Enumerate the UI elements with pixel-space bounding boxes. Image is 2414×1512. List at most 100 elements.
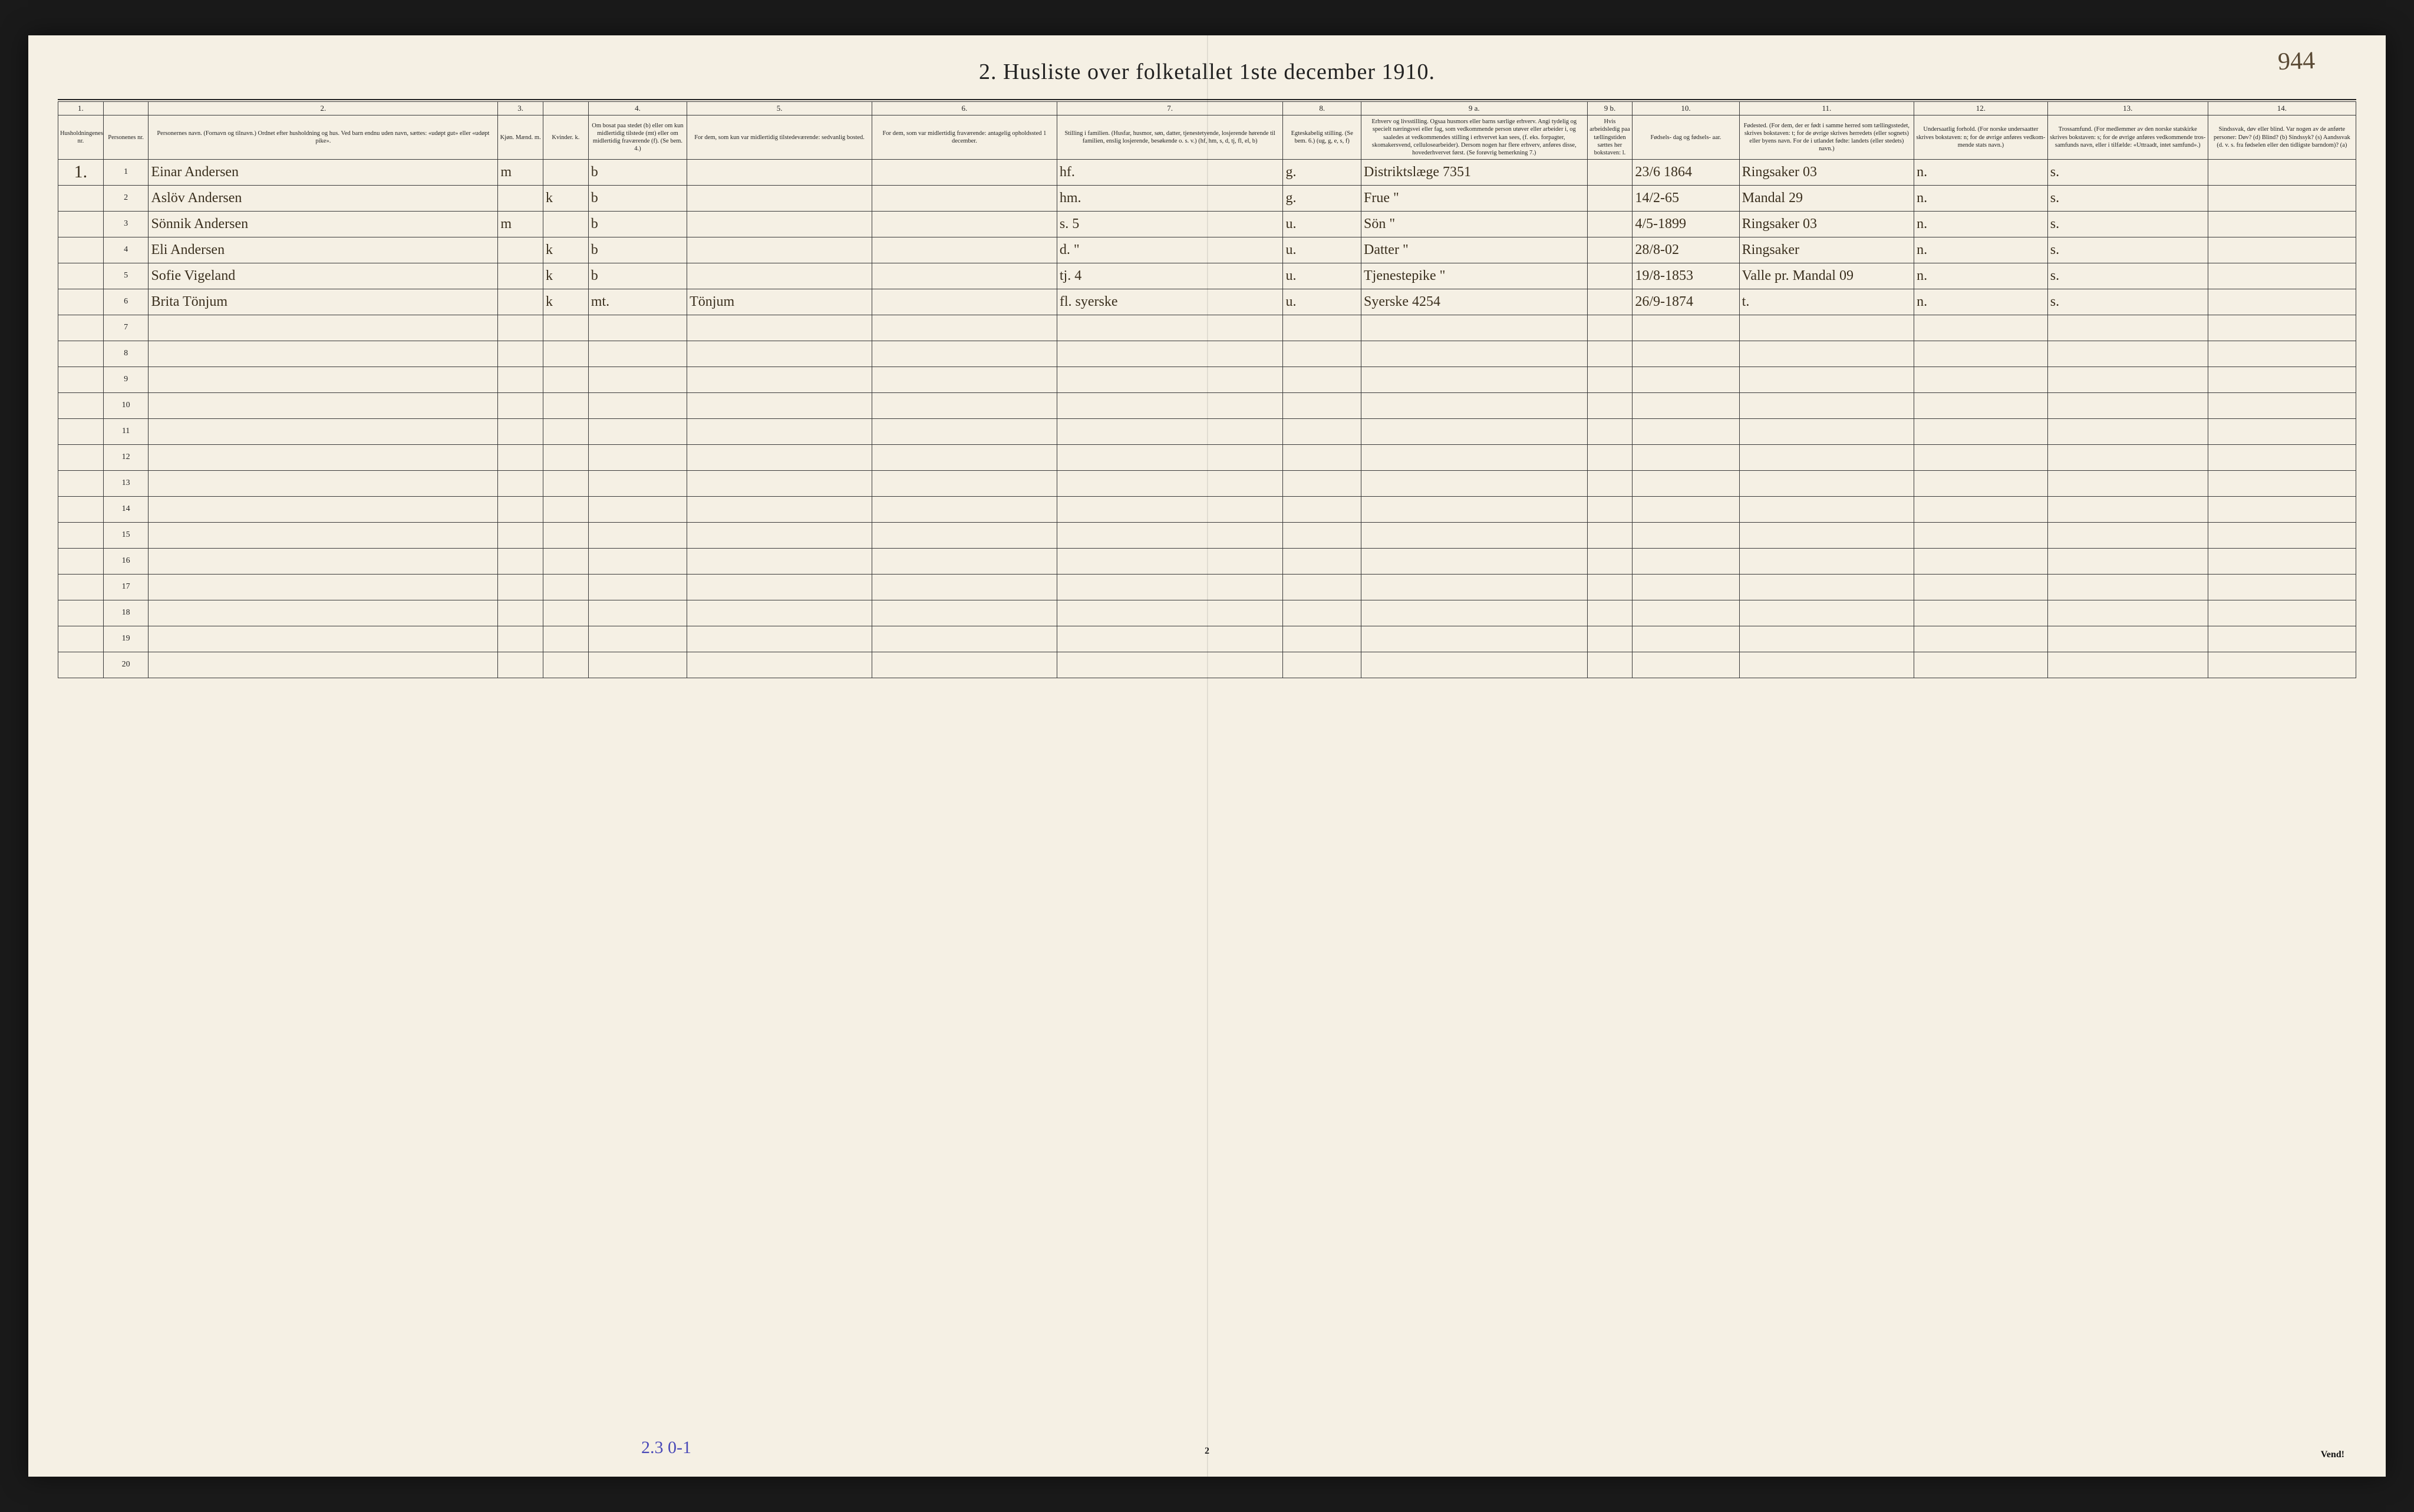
cell-pn: 16 bbox=[103, 548, 149, 574]
cell-dob bbox=[1633, 574, 1739, 600]
cell-res bbox=[588, 367, 687, 392]
cell-k bbox=[543, 211, 589, 237]
cell-dob bbox=[1633, 367, 1739, 392]
cell-name bbox=[149, 315, 498, 341]
cell-k: k bbox=[543, 289, 589, 315]
cell-res bbox=[588, 626, 687, 652]
column-number: 5. bbox=[687, 102, 872, 115]
cell-name: Sofie Vigeland bbox=[149, 263, 498, 289]
cell-rel bbox=[2047, 574, 2208, 600]
cell-res bbox=[588, 392, 687, 418]
table-row: 14 bbox=[58, 496, 2356, 522]
cell-nat bbox=[1914, 574, 2048, 600]
cell-occ: Distriktslæge 7351 bbox=[1361, 159, 1587, 185]
cell-occ: Datter " bbox=[1361, 237, 1587, 263]
document-page: 944 2. Husliste over folketallet 1ste de… bbox=[28, 35, 2386, 1477]
cell-dob bbox=[1633, 392, 1739, 418]
cell-k bbox=[543, 652, 589, 678]
cell-mar bbox=[1283, 392, 1361, 418]
cell-res: b bbox=[588, 211, 687, 237]
cell-nat bbox=[1914, 548, 2048, 574]
cell-mar bbox=[1283, 574, 1361, 600]
cell-birthplace bbox=[1739, 418, 1914, 444]
table-row: 9 bbox=[58, 367, 2356, 392]
corner-annotation: 944 bbox=[2277, 47, 2316, 76]
cell-pn: 1 bbox=[103, 159, 149, 185]
column-number: 13. bbox=[2047, 102, 2208, 115]
cell-hh bbox=[58, 185, 104, 211]
cell-dob bbox=[1633, 470, 1739, 496]
cell-dis bbox=[2208, 315, 2356, 341]
cell-fam: hm. bbox=[1057, 185, 1283, 211]
cell-temp bbox=[687, 470, 872, 496]
cell-nat bbox=[1914, 470, 2048, 496]
cell-rel bbox=[2047, 392, 2208, 418]
cell-l bbox=[1587, 289, 1633, 315]
table-row: 20 bbox=[58, 652, 2356, 678]
cell-away bbox=[872, 444, 1057, 470]
cell-fam bbox=[1057, 470, 1283, 496]
cell-away bbox=[872, 263, 1057, 289]
cell-temp bbox=[687, 392, 872, 418]
cell-temp bbox=[687, 574, 872, 600]
cell-m bbox=[498, 341, 543, 367]
cell-mar: u. bbox=[1283, 263, 1361, 289]
cell-m bbox=[498, 237, 543, 263]
column-number-row: 1.2.3.4.5.6.7.8.9 a.9 b.10.11.12.13.14. bbox=[58, 102, 2356, 115]
cell-hh bbox=[58, 496, 104, 522]
cell-name: Sönnik Andersen bbox=[149, 211, 498, 237]
cell-m bbox=[498, 263, 543, 289]
cell-pn: 9 bbox=[103, 367, 149, 392]
cell-l bbox=[1587, 548, 1633, 574]
cell-fam bbox=[1057, 626, 1283, 652]
cell-hh: 1. bbox=[58, 159, 104, 185]
cell-l bbox=[1587, 392, 1633, 418]
cell-rel bbox=[2047, 444, 2208, 470]
cell-birthplace bbox=[1739, 548, 1914, 574]
cell-nat bbox=[1914, 444, 2048, 470]
cell-occ bbox=[1361, 600, 1587, 626]
table-row: 16 bbox=[58, 548, 2356, 574]
cell-temp bbox=[687, 548, 872, 574]
cell-away bbox=[872, 652, 1057, 678]
cell-mar bbox=[1283, 600, 1361, 626]
cell-temp bbox=[687, 496, 872, 522]
cell-occ: Sön " bbox=[1361, 211, 1587, 237]
cell-nat bbox=[1914, 315, 2048, 341]
cell-pn: 17 bbox=[103, 574, 149, 600]
cell-dis bbox=[2208, 600, 2356, 626]
column-header: Hvis arbeidsledig paa tællingstiden sætt… bbox=[1587, 115, 1633, 160]
cell-dob bbox=[1633, 496, 1739, 522]
table-row: 2Aslöv Andersenkbhm.g.Frue "14/2-65Manda… bbox=[58, 185, 2356, 211]
cell-k bbox=[543, 392, 589, 418]
cell-rel bbox=[2047, 522, 2208, 548]
cell-m bbox=[498, 600, 543, 626]
cell-l bbox=[1587, 159, 1633, 185]
cell-mar: u. bbox=[1283, 211, 1361, 237]
cell-fam: tj. 4 bbox=[1057, 263, 1283, 289]
cell-away bbox=[872, 289, 1057, 315]
cell-nat: n. bbox=[1914, 263, 2048, 289]
cell-mar: g. bbox=[1283, 159, 1361, 185]
cell-dob bbox=[1633, 626, 1739, 652]
cell-fam: s. 5 bbox=[1057, 211, 1283, 237]
cell-away bbox=[872, 600, 1057, 626]
column-header: Personenes nr. bbox=[103, 115, 149, 160]
column-header: Undersaatlig forhold. (For norske under­… bbox=[1914, 115, 2048, 160]
cell-birthplace bbox=[1739, 652, 1914, 678]
cell-away bbox=[872, 574, 1057, 600]
cell-occ bbox=[1361, 574, 1587, 600]
cell-occ bbox=[1361, 652, 1587, 678]
cell-pn: 2 bbox=[103, 185, 149, 211]
table-row: 10 bbox=[58, 392, 2356, 418]
cell-dob: 4/5-1899 bbox=[1633, 211, 1739, 237]
cell-hh bbox=[58, 600, 104, 626]
column-number: 6. bbox=[872, 102, 1057, 115]
cell-name bbox=[149, 367, 498, 392]
cell-nat bbox=[1914, 341, 2048, 367]
cell-occ bbox=[1361, 626, 1587, 652]
cell-nat: n. bbox=[1914, 289, 2048, 315]
cell-temp bbox=[687, 522, 872, 548]
cell-birthplace bbox=[1739, 496, 1914, 522]
column-number: 2. bbox=[149, 102, 498, 115]
